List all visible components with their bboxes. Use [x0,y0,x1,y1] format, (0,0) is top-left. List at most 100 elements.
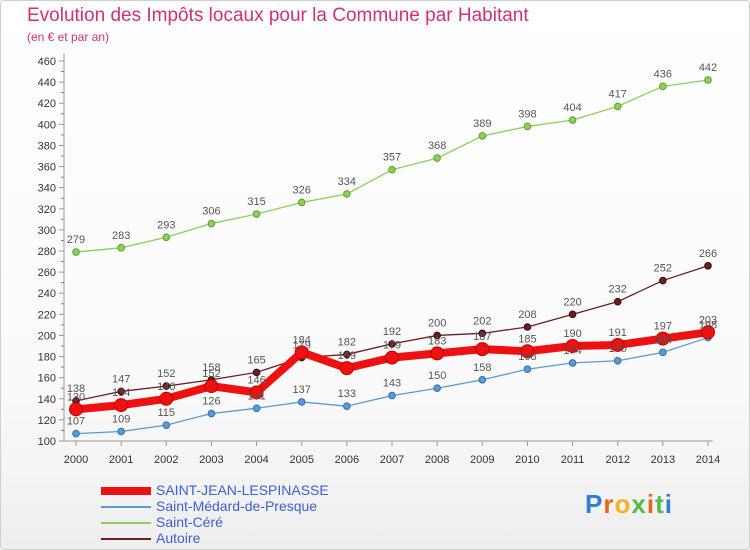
data-point-saint-medard-de-presque [162,421,171,429]
data-point-saint-cere [523,122,532,131]
data-label-saint-cere: 436 [654,68,672,80]
x-tick-label: 2009 [470,454,494,466]
y-tick-label: 160 [38,373,56,385]
y-tick-label: 340 [38,183,56,195]
data-label-saint-cere: 283 [112,230,130,242]
data-point-saint-jean-lespinasse [339,361,354,376]
data-label-autoire: 208 [518,309,536,321]
data-point-autoire [613,297,622,306]
data-point-saint-cere [388,165,396,174]
data-point-saint-jean-lespinasse [114,398,129,413]
data-point-saint-cere [659,82,667,91]
y-tick-label: 100 [38,436,56,448]
y-tick-label: 140 [38,394,56,406]
data-point-saint-medard-de-presque [568,359,577,367]
data-label-saint-cere: 404 [563,102,581,114]
data-point-saint-cere [568,116,577,124]
data-label-autoire: 158 [202,362,220,374]
chart-subtitle: (en € et par an) [27,30,110,44]
data-label-saint-cere: 293 [157,219,175,231]
x-tick-label: 2008 [425,454,449,466]
data-point-autoire [388,340,396,348]
x-tick-label: 2012 [605,454,629,466]
data-label-saint-jean-lespinasse: 185 [518,333,536,345]
data-label-saint-cere: 279 [67,234,85,246]
data-point-saint-jean-lespinasse [475,342,490,357]
data-label-autoire: 232 [609,284,627,296]
data-point-saint-medard-de-presque [523,365,532,374]
data-label-saint-jean-lespinasse: 191 [609,327,627,339]
data-point-saint-medard-de-presque [478,375,487,384]
data-label-saint-jean-lespinasse: 152 [202,368,220,380]
data-point-saint-jean-lespinasse [294,345,309,360]
data-point-autoire [162,382,171,390]
proxiti-logo: Proxiti [585,489,673,519]
x-tick-label: 2013 [651,454,675,466]
data-label-saint-cere: 306 [202,206,220,218]
legend-swatch-saint-cere [101,522,151,524]
data-point-saint-medard-de-presque [613,356,622,365]
x-tick-label: 2006 [335,454,359,466]
data-point-saint-jean-lespinasse [701,325,715,340]
data-point-saint-medard-de-presque [252,404,261,413]
data-point-autoire [704,261,712,270]
data-label-autoire: 179 [293,340,311,352]
data-point-saint-cere [433,154,441,162]
data-point-saint-jean-lespinasse [520,344,535,359]
y-tick-label: 320 [38,204,56,216]
data-label-saint-medard-de-presque: 184 [654,334,672,346]
y-tick-label: 380 [38,140,56,152]
data-point-autoire [659,276,667,285]
data-point-saint-jean-lespinasse [159,391,174,406]
x-tick-label: 2002 [154,454,178,466]
data-point-saint-jean-lespinasse [249,385,264,400]
data-point-saint-medard-de-presque [72,429,80,438]
data-label-autoire: 138 [67,383,85,395]
data-point-autoire [568,310,577,319]
x-tick-label: 2005 [289,454,313,466]
y-tick-label: 260 [38,267,56,279]
data-point-saint-jean-lespinasse [565,339,580,353]
x-tick-label: 2000 [64,454,88,466]
data-label-autoire: 252 [654,263,672,275]
data-label-autoire: 152 [157,368,175,380]
data-label-autoire: 202 [473,315,491,327]
y-tick-label: 180 [38,352,56,364]
y-tick-label: 120 [38,415,56,427]
data-point-saint-cere [478,132,487,140]
data-label-autoire: 192 [383,326,401,338]
y-tick-label: 440 [38,77,56,89]
data-label-saint-jean-lespinasse: 184 [293,334,311,346]
data-point-saint-jean-lespinasse [69,402,83,417]
y-tick-label: 360 [38,162,56,174]
data-label-saint-cere: 315 [247,196,265,208]
data-label-autoire: 266 [699,248,717,260]
data-point-saint-jean-lespinasse [430,346,445,361]
y-tick-label: 400 [38,119,56,131]
data-label-saint-cere: 442 [699,62,717,74]
y-tick-label: 280 [38,246,56,258]
data-point-saint-cere [117,244,125,252]
data-label-saint-medard-de-presque: 131 [247,390,265,402]
data-point-saint-medard-de-presque [343,402,351,410]
x-tick-label: 2004 [244,454,268,466]
y-tick-label: 240 [38,288,56,300]
x-tick-label: 2001 [109,454,133,466]
data-point-saint-medard-de-presque [297,398,306,406]
data-label-autoire: 200 [428,317,446,329]
x-tick-label: 2014 [696,454,720,466]
data-label-saint-jean-lespinasse: 140 [157,381,175,393]
data-point-saint-cere [72,248,80,256]
data-label-autoire: 147 [112,373,130,385]
chart-title: Evolution des Impôts locaux pour la Comm… [27,5,529,26]
legend-swatch-autoire [101,538,151,540]
legend-swatch-saint-medard-de-presque [101,506,151,508]
data-label-saint-medard-de-presque: 107 [67,416,85,428]
data-point-autoire [523,323,532,331]
data-label-saint-jean-lespinasse: 179 [383,340,401,352]
data-point-saint-jean-lespinasse [204,379,219,394]
data-label-saint-cere: 357 [383,152,401,164]
data-label-saint-medard-de-presque: 158 [473,362,491,374]
data-label-saint-medard-de-presque: 143 [383,378,401,390]
